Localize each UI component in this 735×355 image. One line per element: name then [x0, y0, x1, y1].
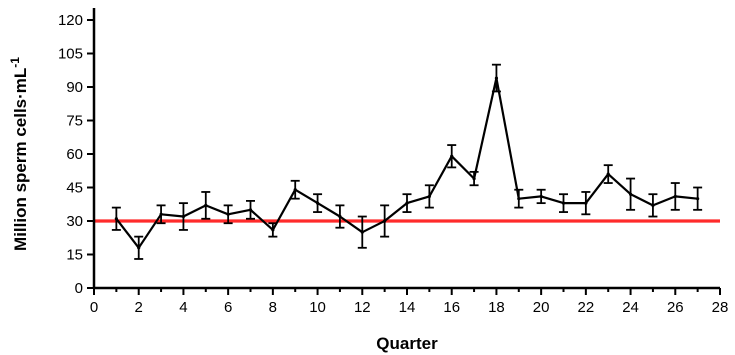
data-point [651, 203, 655, 207]
x-tick-label: 18 [488, 299, 505, 316]
x-tick-label: 26 [667, 299, 684, 316]
y-tick-label: 90 [66, 79, 83, 96]
data-point [472, 176, 476, 181]
x-tick-label: 22 [578, 299, 595, 316]
data-point [517, 197, 521, 201]
x-tick-label: 10 [309, 299, 326, 316]
data-point [628, 192, 633, 196]
series-layer [111, 63, 703, 260]
x-tick-label: 4 [179, 299, 187, 316]
y-tick-label: 105 [58, 46, 83, 63]
data-point [181, 214, 186, 219]
y-tick-label: 15 [66, 247, 83, 264]
data-point [248, 208, 253, 212]
data-point [383, 219, 387, 223]
data-point [696, 197, 700, 201]
y-tick-label: 0 [75, 280, 83, 297]
y-tick-label: 30 [66, 213, 83, 230]
data-point [360, 230, 364, 234]
data-point [561, 201, 566, 205]
x-axis-title: Quarter [376, 334, 438, 353]
x-tick-label: 2 [135, 299, 143, 316]
data-point [271, 228, 275, 232]
x-tick-label: 0 [90, 299, 98, 316]
data-point [494, 76, 499, 80]
x-tick-label: 28 [712, 299, 729, 316]
data-point [539, 194, 543, 199]
data-point [137, 246, 141, 250]
data-point [405, 201, 409, 205]
data-point [226, 212, 230, 216]
data-point [427, 194, 431, 199]
y-axis-title: Million sperm cells·mL-1 [8, 57, 30, 251]
data-point [204, 203, 208, 207]
x-tick-label: 6 [224, 299, 232, 316]
x-tick-label: 20 [533, 299, 550, 316]
x-tick-label: 8 [269, 299, 277, 316]
x-tick-label: 24 [622, 299, 639, 316]
data-point [114, 217, 118, 221]
data-point [673, 194, 677, 199]
x-tick-label: 12 [354, 299, 371, 316]
data-point [338, 214, 342, 219]
data-point [584, 201, 588, 205]
data-point [606, 172, 610, 176]
data-point [159, 212, 163, 216]
data-point [315, 201, 320, 205]
y-tick-label: 120 [58, 12, 83, 29]
y-axis-title-superscript: -1 [8, 57, 22, 68]
x-tick-label: 14 [399, 299, 416, 316]
data-point [293, 188, 297, 192]
y-tick-label: 75 [66, 113, 83, 130]
data-point [450, 154, 454, 158]
y-tick-label: 45 [66, 180, 83, 197]
y-tick-label: 60 [66, 146, 83, 163]
y-axis-title-main: Million sperm cells·mL [11, 68, 30, 251]
x-tick-label: 16 [443, 299, 460, 316]
